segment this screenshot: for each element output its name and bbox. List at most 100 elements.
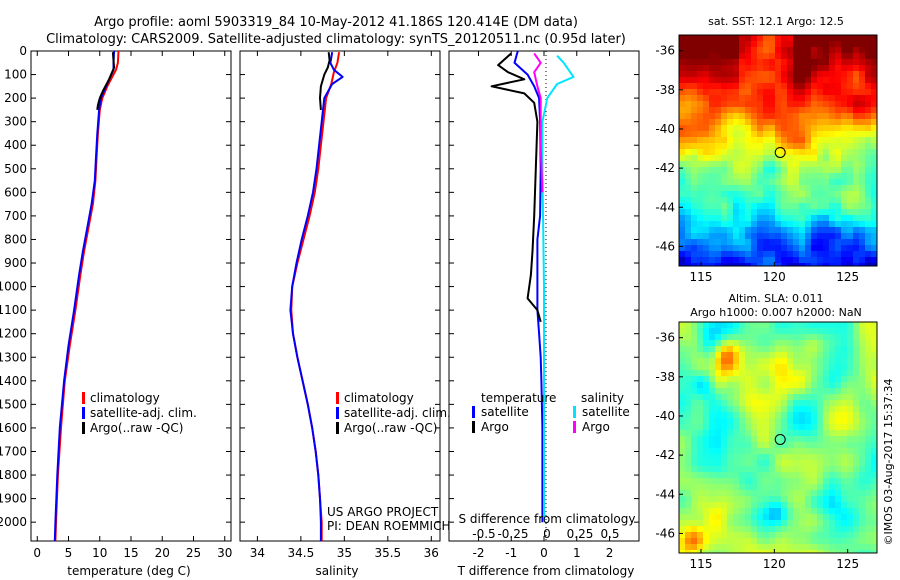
heatmap-cell (733, 526, 739, 532)
heatmap-cell (871, 460, 877, 466)
heatmap-cell (787, 149, 793, 155)
heatmap-cell (847, 508, 853, 514)
heatmap-cell (805, 388, 811, 394)
heatmap-cell (775, 436, 781, 442)
heatmap-cell (763, 35, 769, 41)
heatmap-cell (703, 322, 709, 328)
heatmap-cell (727, 484, 733, 490)
heatmap-cell (859, 544, 865, 550)
heatmap-cell (841, 263, 847, 266)
heatmap-cell (793, 400, 799, 406)
heatmap-cell (745, 484, 751, 490)
heatmap-cell (727, 454, 733, 460)
heatmap-cell (769, 460, 775, 466)
heatmap-cell (871, 382, 877, 388)
heatmap-cell (727, 382, 733, 388)
heatmap-cell (733, 239, 739, 245)
heatmap-cell (679, 239, 685, 245)
heatmap-cell (835, 382, 841, 388)
heatmap-cell (715, 448, 721, 454)
heatmap-cell (703, 538, 709, 544)
heatmap-cell (679, 520, 685, 526)
heatmap-cell (859, 47, 865, 53)
heatmap-cell (751, 59, 757, 65)
heatmap-cell (733, 328, 739, 334)
heatmap-cell (847, 496, 853, 502)
heatmap-cell (709, 526, 715, 532)
heatmap-cell (763, 382, 769, 388)
heatmap-cell (775, 406, 781, 412)
heatmap-cell (805, 484, 811, 490)
heatmap-cell (781, 161, 787, 167)
heatmap-cell (859, 41, 865, 47)
heatmap-cell (835, 460, 841, 466)
heatmap-cell (817, 394, 823, 400)
heatmap-cell (679, 35, 685, 41)
heatmap-cell (685, 424, 691, 430)
heatmap-cell (841, 364, 847, 370)
heatmap-cell (715, 400, 721, 406)
heatmap-cell (691, 358, 697, 364)
heatmap-cell (781, 239, 787, 245)
heatmap-cell (811, 400, 817, 406)
heatmap-cell (715, 544, 721, 550)
heatmap-cell (751, 191, 757, 197)
heatmap-cell (841, 394, 847, 400)
heatmap-cell (859, 233, 865, 239)
heatmap-cell (733, 227, 739, 233)
heatmap-cell (871, 245, 877, 251)
heatmap-cell (865, 490, 871, 496)
heatmap-cell (769, 161, 775, 167)
heatmap-cell (805, 257, 811, 263)
heatmap-cell (841, 472, 847, 478)
heatmap-cell (847, 418, 853, 424)
heatmap-cell (781, 53, 787, 59)
heatmap-cell (703, 454, 709, 460)
heatmap-cell (685, 239, 691, 245)
heatmap-cell (823, 101, 829, 107)
heatmap-cell (781, 448, 787, 454)
heatmap-cell (751, 161, 757, 167)
heatmap-cell (829, 113, 835, 119)
heatmap-cell (697, 550, 703, 553)
heatmap-cell (793, 113, 799, 119)
heatmap-cell (697, 137, 703, 143)
heatmap-cell (691, 460, 697, 466)
heatmap-cell (685, 197, 691, 203)
heatmap-cell (697, 125, 703, 131)
heatmap-cell (799, 376, 805, 382)
legend-label-argo: Argo(..raw -QC) (90, 421, 183, 435)
heatmap-cell (775, 239, 781, 245)
heatmap-cell (751, 358, 757, 364)
heatmap-cell (745, 454, 751, 460)
heatmap-cell (841, 131, 847, 137)
heatmap-cell (847, 53, 853, 59)
heatmap-cell (745, 41, 751, 47)
heatmap-cell (835, 161, 841, 167)
heatmap-cell (757, 113, 763, 119)
heatmap-cell (835, 478, 841, 484)
heatmap-cell (853, 442, 859, 448)
heatmap-cell (775, 532, 781, 538)
heatmap-cell (793, 472, 799, 478)
heatmap-cell (751, 197, 757, 203)
heatmap-cell (829, 89, 835, 95)
heatmap-cell (715, 167, 721, 173)
heatmap-cell (871, 340, 877, 346)
heatmap-cell (697, 209, 703, 215)
heatmap-cell (733, 77, 739, 83)
heatmap-cell (865, 496, 871, 502)
heatmap-cell (859, 454, 865, 460)
heatmap-cell (685, 245, 691, 251)
heatmap-cell (871, 215, 877, 221)
heatmap-cell (751, 239, 757, 245)
salinity-xlabel: salinity (315, 564, 358, 578)
heatmap-cell (787, 466, 793, 472)
heatmap-cell (781, 191, 787, 197)
heatmap-cell (871, 119, 877, 125)
heatmap-cell (733, 251, 739, 257)
heatmap-cell (769, 382, 775, 388)
heatmap-cell (721, 89, 727, 95)
s-tick-label: 0 (543, 527, 551, 541)
heatmap-cell (805, 155, 811, 161)
